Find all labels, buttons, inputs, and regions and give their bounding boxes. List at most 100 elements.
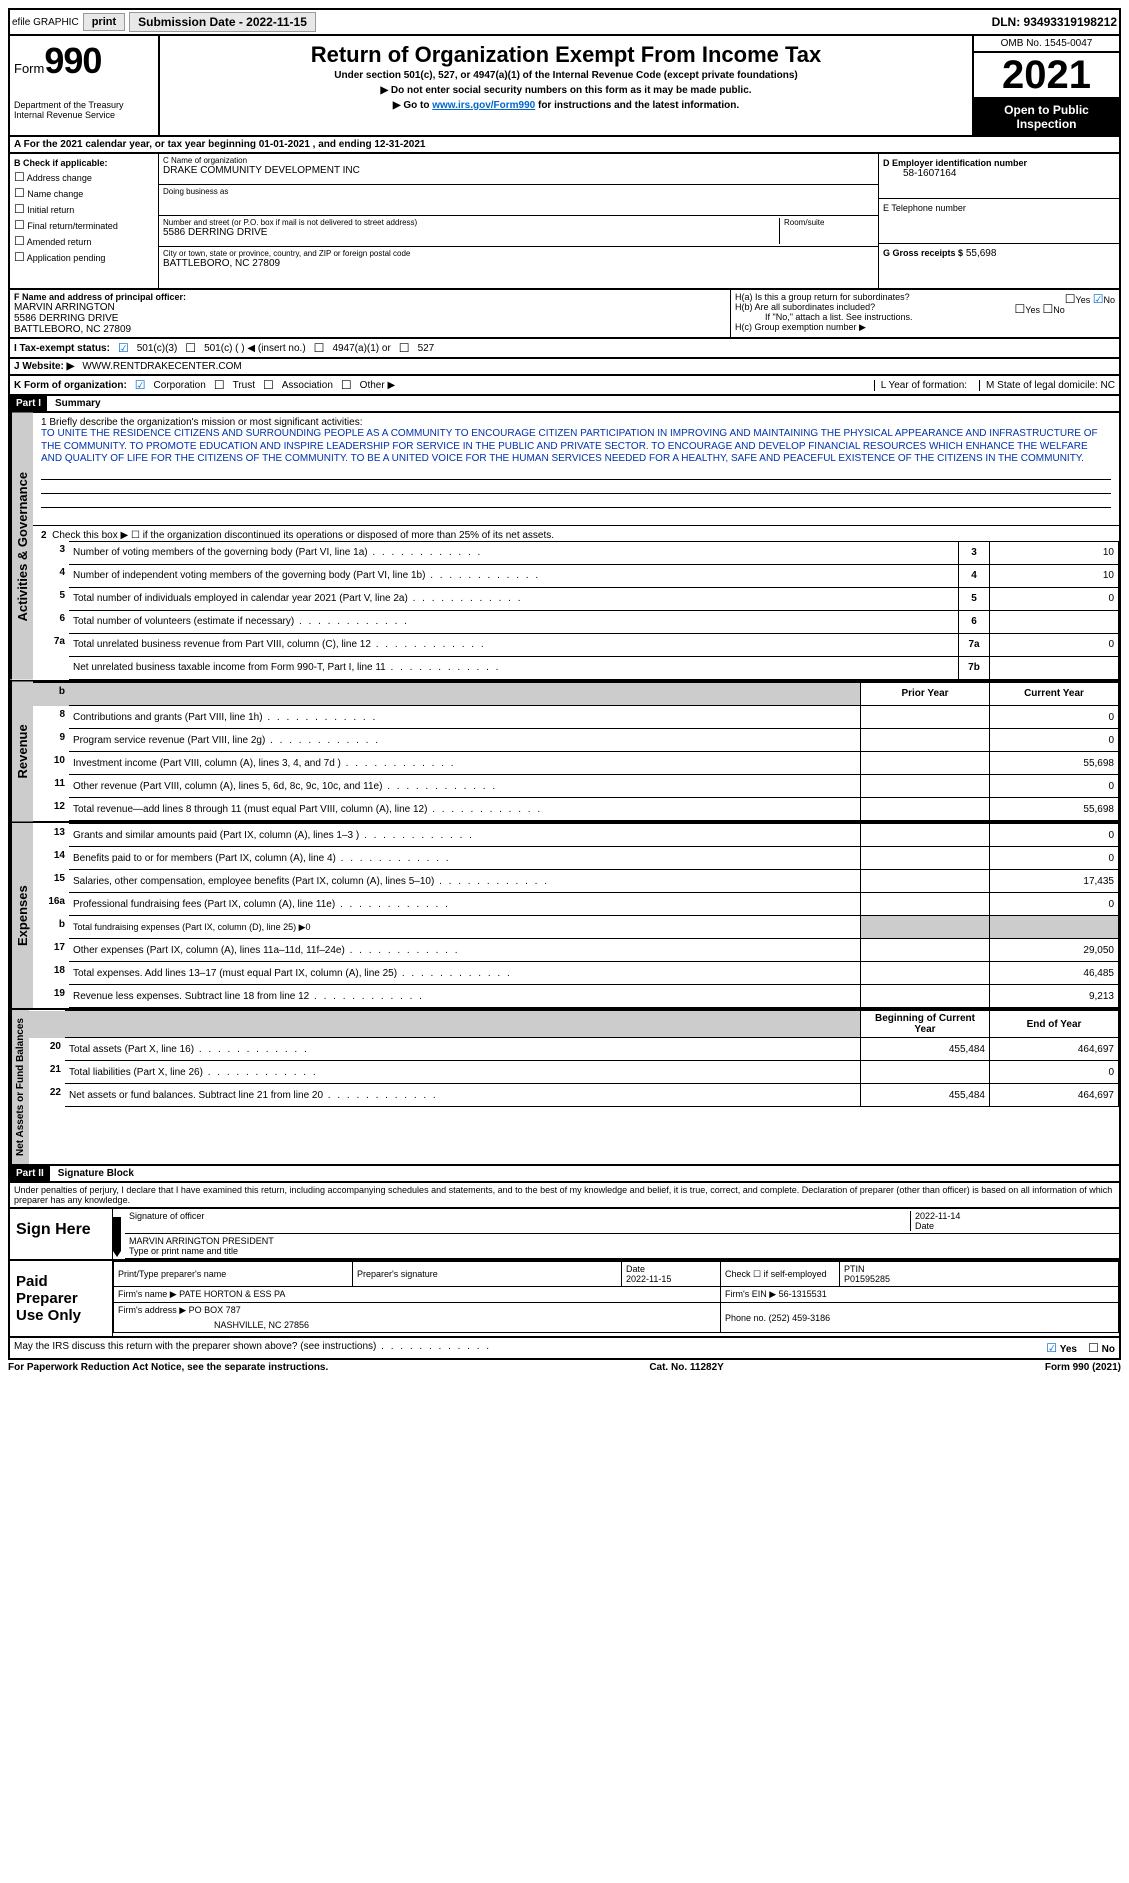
print-button[interactable]: print (83, 13, 125, 31)
tax-year: 2021 (974, 53, 1119, 99)
hb-yes-lbl: Yes (1025, 305, 1040, 315)
prep-date: 2022-11-15 (626, 1274, 671, 1284)
sig-name: MARVIN ARRINGTON PRESIDENT (129, 1236, 1115, 1246)
chk-other[interactable] (341, 378, 352, 392)
table-row: 14Benefits paid to or for members (Part … (33, 847, 1119, 870)
opt-501c3: 501(c)(3) (137, 343, 178, 354)
self-emp-lbl: Check ☐ if self-employed (721, 1262, 840, 1287)
hdr-begin: Beginning of Current Year (861, 1011, 990, 1038)
chk-amended-lbl: Amended return (27, 237, 92, 247)
col-d: D Employer identification number 58-1607… (879, 154, 1119, 288)
firm-addr2: NASHVILLE, NC 27856 (114, 1318, 721, 1333)
ha-yes[interactable] (1065, 292, 1076, 306)
goto-line: ▶ Go to www.irs.gov/Form990 for instruct… (168, 100, 964, 111)
mission: 1 Briefly describe the organization's mi… (33, 413, 1119, 526)
hb-no[interactable] (1042, 302, 1053, 316)
ha-row: H(a) Is this a group return for subordin… (735, 292, 1115, 302)
omb-number: OMB No. 1545-0047 (974, 36, 1119, 53)
table-row: 17Other expenses (Part IX, column (A), l… (33, 939, 1119, 962)
sig-date: 2022-11-14 (915, 1211, 1115, 1221)
chk-initial[interactable]: Initial return (14, 202, 154, 216)
col-b-label: B Check if applicable: (14, 158, 154, 168)
firm-ein-lbl: Firm's EIN ▶ (725, 1289, 776, 1299)
table-row: 22Net assets or fund balances. Subtract … (29, 1084, 1119, 1107)
sign-here-lbl: Sign Here (10, 1209, 113, 1259)
table-row: 3Number of voting members of the governi… (33, 541, 1119, 564)
chk-501c3[interactable] (118, 341, 129, 355)
officer-addr2: BATTLEBORO, NC 27809 (14, 324, 726, 335)
row-j: J Website: ▶ WWW.RENTDRAKECENTER.COM (8, 359, 1121, 376)
org-name: DRAKE COMMUNITY DEVELOPMENT INC (163, 165, 874, 176)
row-a: A For the 2021 calendar year, or tax yea… (8, 137, 1121, 154)
irs-link[interactable]: www.irs.gov/Form990 (432, 100, 535, 111)
blank-line (41, 480, 1111, 494)
chk-527[interactable] (399, 341, 410, 355)
firm-addr-lbl: Firm's address ▶ (118, 1305, 186, 1315)
chk-name[interactable]: Name change (14, 186, 154, 200)
row-i: I Tax-exempt status: 501(c)(3) 501(c) ( … (8, 339, 1121, 359)
chk-corp[interactable] (135, 378, 146, 392)
table-row: 9Program service revenue (Part VIII, lin… (33, 729, 1119, 752)
chk-501c[interactable] (185, 341, 196, 355)
addr-val: 5586 DERRING DRIVE (163, 227, 779, 238)
chk-trust[interactable] (214, 378, 225, 392)
col-c: C Name of organization DRAKE COMMUNITY D… (159, 154, 879, 288)
sig-officer-lbl: Signature of officer (129, 1211, 910, 1221)
opt-corp: Corporation (154, 380, 206, 391)
top-bar: efile GRAPHIC print Submission Date - 20… (8, 8, 1121, 36)
line2: 2 Check this box ▶ ☐ if the organization… (33, 526, 1119, 541)
discuss-yes[interactable] (1046, 1341, 1057, 1355)
netassets-table: Beginning of Current Year End of Year 20… (29, 1010, 1119, 1107)
table-row: 19Revenue less expenses. Subtract line 1… (33, 985, 1119, 1008)
table-row: 5Total number of individuals employed in… (33, 587, 1119, 610)
table-row: 12Total revenue—add lines 8 through 11 (… (33, 798, 1119, 821)
ha-lbl: H(a) Is this a group return for subordin… (735, 292, 910, 302)
sig-date-lbl: Date (915, 1221, 1115, 1231)
ha-no[interactable] (1093, 292, 1104, 306)
footer-left: For Paperwork Reduction Act Notice, see … (8, 1362, 328, 1373)
row-k: K Form of organization: Corporation Trus… (8, 376, 1121, 396)
table-row: 7aTotal unrelated business revenue from … (33, 633, 1119, 656)
opt-527: 527 (418, 343, 435, 354)
vtab-activities: Activities & Governance (10, 413, 33, 680)
prep-name-lbl: Print/Type preparer's name (114, 1262, 353, 1287)
chk-app[interactable]: Application pending (14, 250, 154, 264)
part2-row: Part II Signature Block (8, 1166, 1121, 1183)
chk-address-lbl: Address change (27, 173, 92, 183)
addr-lbl: Number and street (or P.O. box if mail i… (163, 218, 779, 227)
chk-final[interactable]: Final return/terminated (14, 218, 154, 232)
activities-table: 3Number of voting members of the governi… (33, 541, 1119, 680)
form-number: Form990 (14, 40, 154, 82)
tax-status-lbl: I Tax-exempt status: (14, 343, 110, 354)
footer-mid: Cat. No. 11282Y (649, 1362, 723, 1373)
discuss-q: May the IRS discuss this return with the… (14, 1341, 491, 1355)
revenue-block: Revenue b Prior Year Current Year 8Contr… (8, 682, 1121, 824)
chk-assoc[interactable] (263, 378, 274, 392)
activities-block: Activities & Governance 1 Briefly descri… (8, 413, 1121, 682)
part1-row: Part I Summary (8, 396, 1121, 413)
table-row: 16aProfessional fundraising fees (Part I… (33, 893, 1119, 916)
chk-4947[interactable] (314, 341, 325, 355)
submission-date-button[interactable]: Submission Date - 2022-11-15 (129, 12, 316, 32)
part2-hdr: Part II (10, 1166, 50, 1181)
chk-amended[interactable]: Amended return (14, 234, 154, 248)
opt-501c: 501(c) ( ) ◀ (insert no.) (204, 343, 306, 354)
website-val: WWW.RENTDRAKECENTER.COM (82, 361, 241, 372)
website-lbl: J Website: ▶ (14, 361, 74, 372)
irs-label: Internal Revenue Service (14, 110, 154, 120)
hb-yes[interactable] (1015, 302, 1026, 316)
prep-sig-lbl: Preparer's signature (353, 1262, 622, 1287)
table-row: 6Total number of volunteers (estimate if… (33, 610, 1119, 633)
chk-address[interactable]: Address change (14, 170, 154, 184)
goto-post: for instructions and the latest informat… (535, 100, 739, 111)
discuss-no[interactable] (1088, 1341, 1099, 1355)
room-lbl: Room/suite (784, 218, 874, 227)
ha-no-lbl: No (1103, 295, 1115, 305)
footer-right: Form 990 (2021) (1045, 1362, 1121, 1373)
state-domicile: M State of legal domicile: NC (979, 380, 1115, 391)
hdr-end: End of Year (990, 1011, 1119, 1038)
revenue-table: b Prior Year Current Year 8Contributions… (33, 682, 1119, 822)
ptin-lbl: PTIN (844, 1264, 865, 1274)
arrow-icon (113, 1217, 121, 1257)
ha-yes-lbl: Yes (1076, 295, 1091, 305)
